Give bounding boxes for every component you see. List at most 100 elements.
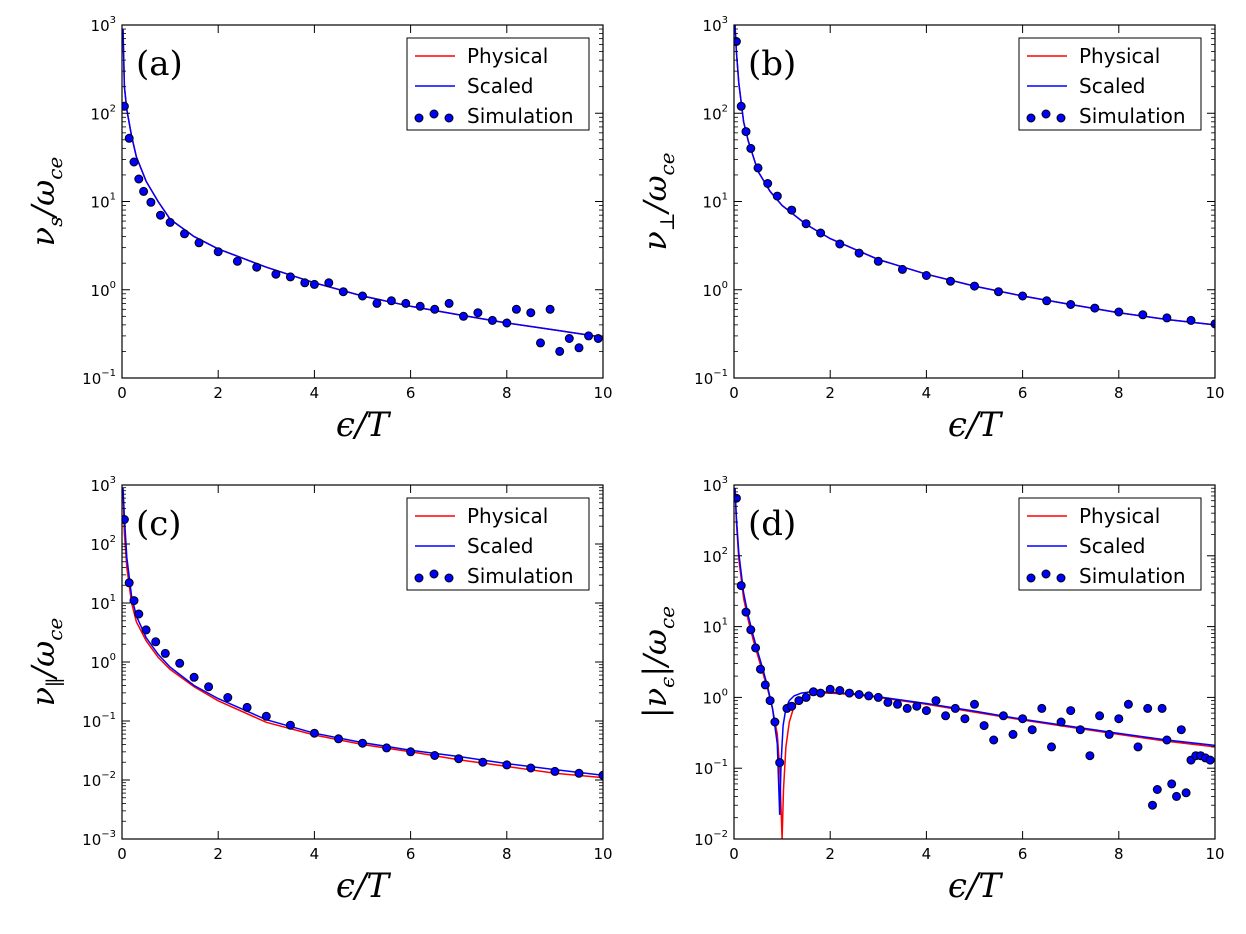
data-point [334, 734, 343, 744]
x-axis-label: ϵ/T [336, 866, 391, 906]
data-point [598, 770, 603, 780]
legend-marker-simulation [1056, 573, 1066, 583]
data-point [816, 688, 826, 698]
legend-marker-simulation [429, 109, 439, 119]
x-tick-label: 4 [922, 845, 932, 863]
legend-marker-simulation [1026, 113, 1036, 123]
x-tick-label: 8 [1114, 384, 1124, 402]
data-point [989, 735, 999, 745]
y-tick-label: 10−3 [82, 829, 116, 849]
data-point [751, 643, 761, 653]
legend-marker-simulation [414, 573, 424, 583]
legend-label: Simulation [1079, 564, 1186, 588]
data-point [194, 238, 204, 248]
data-point [950, 703, 960, 713]
legend-label: Physical [467, 44, 548, 68]
data-point [261, 711, 271, 721]
data-point [141, 625, 151, 635]
data-point [324, 278, 334, 288]
data-point [746, 143, 756, 153]
y-axis-label: νs/ωce [24, 157, 67, 247]
data-point [358, 291, 367, 301]
panel-d: 0 2 4 6 8 10 10−2 10−1 100 101 102 103 ϵ/T |νϵ|/ωce (d… [636, 475, 1225, 906]
data-point [1205, 755, 1215, 765]
data-point [454, 754, 464, 764]
data-point [1085, 751, 1095, 761]
data-point [946, 276, 955, 286]
data-point [801, 692, 811, 702]
data-point [765, 696, 775, 706]
y-axis-label: ν∥/ωce [24, 618, 67, 707]
data-point [1162, 735, 1172, 745]
x-tick-labels: 0 2 4 6 8 10 [117, 384, 612, 402]
data-point [998, 711, 1008, 721]
data-point [526, 763, 536, 773]
legend-marker-simulation [1041, 109, 1051, 119]
y-axis-label: ν⊥/ωce [636, 152, 679, 250]
data-point [854, 248, 864, 258]
y-tick-label: 102 [91, 103, 116, 123]
legend-marker-simulation [444, 113, 454, 123]
data-point [873, 692, 883, 702]
y-tick-label: 100 [703, 280, 728, 300]
y-tick-label: 102 [91, 534, 116, 554]
data-point [1027, 725, 1037, 735]
legend: Physical Scaled Simulation [406, 37, 590, 131]
legend-label: Simulation [467, 564, 574, 588]
y-tick-label: 103 [703, 15, 728, 35]
legend: Physical Scaled Simulation [406, 497, 590, 591]
data-point [401, 298, 411, 308]
x-tick-label: 2 [825, 845, 835, 863]
data-point [122, 101, 129, 111]
legend-label: Scaled [1079, 534, 1146, 558]
data-point [204, 682, 214, 692]
x-tick-label: 10 [593, 384, 612, 402]
legend-label: Physical [1079, 44, 1160, 68]
legend-marker-simulation [414, 113, 424, 123]
data-point [386, 296, 396, 306]
legend-marker-simulation [444, 573, 454, 583]
x-tick-label: 6 [1018, 384, 1028, 402]
data-point [912, 701, 922, 711]
data-point [358, 738, 367, 748]
data-point [1090, 303, 1100, 313]
data-point [1123, 699, 1133, 709]
data-point [902, 703, 912, 713]
data-point [1066, 706, 1076, 716]
data-point [1210, 319, 1215, 329]
data-point [415, 301, 425, 311]
data-point [979, 721, 989, 731]
data-point [300, 278, 310, 288]
data-point [921, 706, 931, 716]
data-point [931, 696, 941, 706]
y-tick-label: 101 [91, 593, 116, 613]
legend-label: Physical [1079, 504, 1160, 528]
data-point [271, 269, 281, 279]
data-point [309, 279, 319, 289]
data-point [1047, 742, 1056, 752]
data-point [734, 37, 741, 46]
data-point [787, 701, 797, 711]
x-tick-label: 8 [502, 384, 512, 402]
x-tick-label: 10 [593, 845, 612, 863]
data-point [175, 658, 185, 668]
data-point [165, 217, 175, 227]
data-point [1143, 703, 1153, 713]
data-point [835, 239, 845, 249]
legend-label: Physical [467, 504, 548, 528]
data-point [760, 680, 770, 690]
data-point [134, 609, 144, 619]
data-point [941, 711, 951, 721]
data-point [763, 179, 773, 188]
legend-label: Scaled [467, 534, 534, 558]
panel-a: 0 2 4 6 8 10 10−1 100 101 102 103 ϵ/T νs/ωce (a) Physi… [24, 15, 613, 445]
data-point [473, 308, 483, 318]
data-point [893, 699, 902, 709]
data-point [502, 760, 512, 770]
panel-label: (b) [748, 44, 796, 84]
x-axis-label: ϵ/T [948, 405, 1003, 445]
data-point [338, 287, 348, 297]
data-point [873, 256, 883, 266]
y-tick-label: 102 [703, 103, 728, 123]
